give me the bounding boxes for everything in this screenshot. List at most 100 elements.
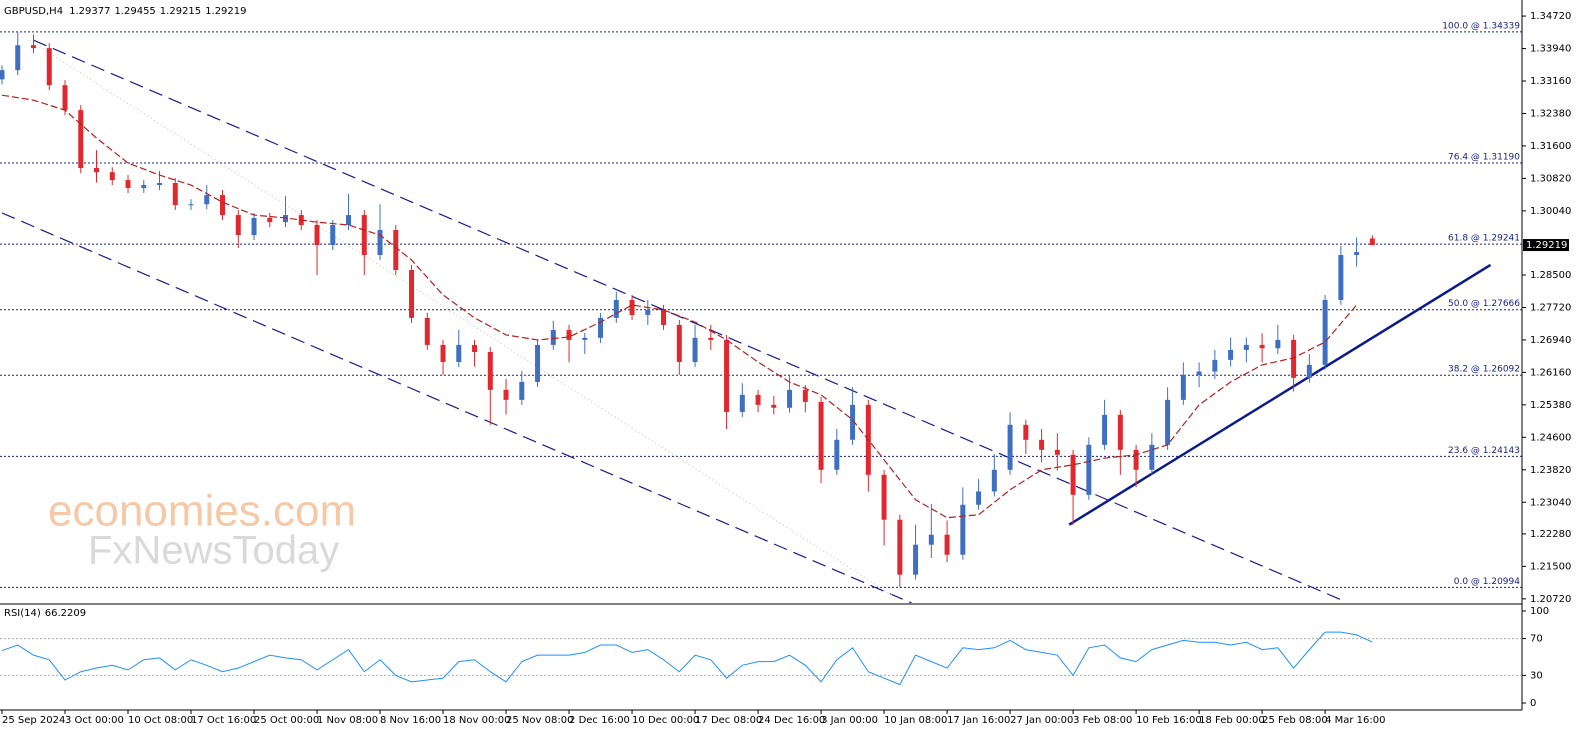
candle-body xyxy=(519,381,525,400)
x-tick-label: 17 Dec 08:00 xyxy=(695,715,762,726)
fib-label: 61.8 @ 1.29241 xyxy=(1448,234,1520,244)
candle-body xyxy=(330,225,336,246)
candle-body xyxy=(1322,299,1328,365)
x-tick-label: 27 Jan 00:00 xyxy=(1010,715,1073,726)
y-tick-label: 1.24600 xyxy=(1530,432,1571,443)
candle-body xyxy=(1243,344,1249,350)
candle-body xyxy=(1117,414,1123,450)
candle-body xyxy=(724,339,730,412)
y-tick-label: 0 xyxy=(1530,698,1536,709)
y-tick-label: 1.30820 xyxy=(1530,173,1571,184)
x-tick-label: 10 Jan 08:00 xyxy=(884,715,947,726)
candle-body xyxy=(598,317,604,338)
candle-body xyxy=(157,182,163,186)
candle-body xyxy=(1212,359,1218,372)
x-tick-label: 1 Nov 08:00 xyxy=(317,715,378,726)
y-tick-label: 1.26160 xyxy=(1530,367,1571,378)
x-tick-label: 17 Jan 16:00 xyxy=(947,715,1010,726)
trendline xyxy=(1,212,912,603)
candle-body xyxy=(0,70,5,80)
x-tick-label: 10 Dec 00:00 xyxy=(632,715,699,726)
candle-body xyxy=(1180,374,1186,400)
candle-body xyxy=(220,195,226,216)
y-tick-label: 1.25380 xyxy=(1530,400,1571,411)
candle-body xyxy=(204,195,210,205)
x-tick-label: 25 Sep 2024 xyxy=(2,715,65,726)
candle-body xyxy=(582,337,588,340)
candle-body xyxy=(472,344,478,352)
candle-body xyxy=(46,48,52,86)
candle-body xyxy=(1369,238,1375,246)
header: GBPUSD,H4 1.29377 1.29455 1.29215 1.29219 xyxy=(4,6,247,17)
y-tick-label: 1.33940 xyxy=(1530,44,1571,55)
candle-body xyxy=(251,217,257,236)
fib-label: 50.0 @ 1.27666 xyxy=(1448,299,1520,309)
candle-body xyxy=(928,534,934,545)
candle-body xyxy=(283,215,289,223)
candle-body xyxy=(755,394,761,405)
candle-body xyxy=(960,504,966,555)
candle-body xyxy=(440,344,446,362)
x-tick-label: 24 Dec 16:00 xyxy=(758,715,825,726)
candle-body xyxy=(881,474,887,520)
candle-body xyxy=(1023,424,1029,440)
candle-body xyxy=(771,404,777,408)
candle-body xyxy=(487,351,493,390)
price-pane xyxy=(0,31,1522,603)
y-tick-label: 1.22280 xyxy=(1530,529,1571,540)
fib-label: 38.2 @ 1.26092 xyxy=(1448,365,1520,375)
candle-body xyxy=(818,401,824,470)
x-tick-label: 18 Nov 00:00 xyxy=(443,715,510,726)
candle-body xyxy=(1196,371,1202,375)
candle-body xyxy=(944,534,950,555)
y-tick-label: 1.23040 xyxy=(1530,497,1571,508)
fib-label: 23.6 @ 1.24143 xyxy=(1448,446,1520,456)
candle-body xyxy=(31,45,37,49)
candle-body xyxy=(125,180,131,188)
candle-body xyxy=(976,491,982,505)
y-tick-label: 1.34720 xyxy=(1530,11,1571,22)
candle-body xyxy=(235,215,241,236)
x-tick-label: 17 Oct 16:00 xyxy=(191,715,256,726)
price-tag xyxy=(1523,239,1569,252)
candle-body xyxy=(1054,449,1060,455)
y-tick-label: 1.30040 xyxy=(1530,206,1571,217)
candle-body xyxy=(141,185,147,188)
x-tick-label: 3 Jan 00:00 xyxy=(821,715,878,726)
candle-body xyxy=(787,389,793,408)
candle-body xyxy=(314,225,320,246)
y-tick-label: 1.21500 xyxy=(1530,561,1571,572)
candle-body xyxy=(1259,344,1265,349)
candle-body xyxy=(1338,255,1344,300)
watermark: FxNewsToday xyxy=(88,529,339,573)
candle-body xyxy=(991,469,997,492)
y-tick-label: 70 xyxy=(1530,634,1543,645)
rsi-label: RSI(14) 66.2209 xyxy=(4,608,86,619)
candle-body xyxy=(1165,399,1171,445)
candle-body xyxy=(913,544,919,575)
candle-body xyxy=(645,309,651,315)
candle-body xyxy=(15,45,21,71)
x-tick-label: 2 Dec 16:00 xyxy=(569,715,630,726)
candle-body xyxy=(94,168,100,173)
candle-body xyxy=(424,317,430,345)
x-tick-label: 25 Oct 00:00 xyxy=(254,715,319,726)
candle-body xyxy=(1354,252,1360,256)
candle-body xyxy=(1086,444,1092,495)
rsi-line xyxy=(1,631,1373,686)
candle-body xyxy=(613,299,619,318)
fib-label: 0.0 @ 1.20994 xyxy=(1454,577,1521,587)
x-tick-label: 3 Feb 08:00 xyxy=(1073,715,1132,726)
moving-average xyxy=(1,94,1358,519)
watermark: economies.com xyxy=(48,487,356,536)
candle-body xyxy=(550,329,556,345)
y-tick-label: 1.31600 xyxy=(1530,141,1571,152)
candle-body xyxy=(566,329,572,340)
candle-body xyxy=(377,230,383,256)
candle-body xyxy=(1275,339,1281,349)
candle-body xyxy=(676,324,682,362)
candle-body xyxy=(409,269,415,318)
trendline xyxy=(33,39,1342,601)
candle-body xyxy=(692,337,698,362)
